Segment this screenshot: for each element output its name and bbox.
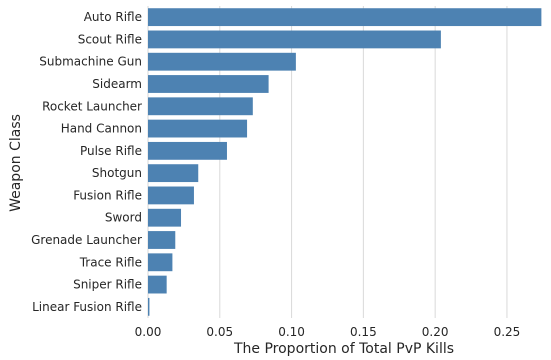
category-label: Fusion Rifle — [73, 188, 142, 202]
bar — [148, 164, 199, 183]
x-tick-label: 0.25 — [494, 325, 521, 339]
category-label: Submachine Gun — [39, 55, 142, 69]
x-tick-label: 0.05 — [206, 325, 233, 339]
bar — [148, 75, 269, 93]
category-label: Auto Rifle — [84, 10, 142, 24]
x-tick-labels: 0.00 0.05 0.10 0.15 0.20 0.25 — [135, 325, 521, 339]
category-label: Shotgun — [92, 166, 142, 180]
category-label: Grenade Launcher — [31, 233, 142, 247]
bar — [148, 52, 296, 71]
bar — [148, 141, 227, 160]
category-label: Pulse Rifle — [80, 144, 142, 158]
bar — [148, 275, 167, 294]
category-label: Sniper Rifle — [73, 278, 142, 292]
category-label: Rocket Launcher — [42, 99, 142, 113]
x-tick-label: 0.00 — [135, 325, 162, 339]
bar — [148, 231, 176, 249]
bar — [148, 8, 542, 27]
x-tick-label: 0.15 — [350, 325, 377, 339]
x-axis-title: The Proportion of Total PvP Kills — [233, 341, 454, 357]
bar — [148, 297, 150, 316]
category-label: Linear Fusion Rifle — [32, 300, 142, 314]
category-label: Scout Rifle — [78, 32, 142, 46]
category-label: Sidearm — [92, 77, 142, 91]
bar — [148, 208, 182, 227]
category-label: Sword — [105, 211, 142, 225]
x-tick-label: 0.10 — [278, 325, 305, 339]
bar — [148, 186, 194, 205]
x-tick-label: 0.20 — [422, 325, 449, 339]
y-axis-title: Weapon Class — [8, 114, 24, 212]
bar — [148, 253, 173, 272]
category-label: Trace Rifle — [79, 255, 142, 269]
category-label: Hand Cannon — [61, 122, 142, 136]
category-labels: Auto Rifle Scout Rifle Submachine Gun Sidea… — [31, 10, 142, 314]
bar — [148, 119, 248, 138]
bar — [148, 97, 253, 116]
bars — [148, 8, 542, 316]
bar — [148, 30, 441, 49]
